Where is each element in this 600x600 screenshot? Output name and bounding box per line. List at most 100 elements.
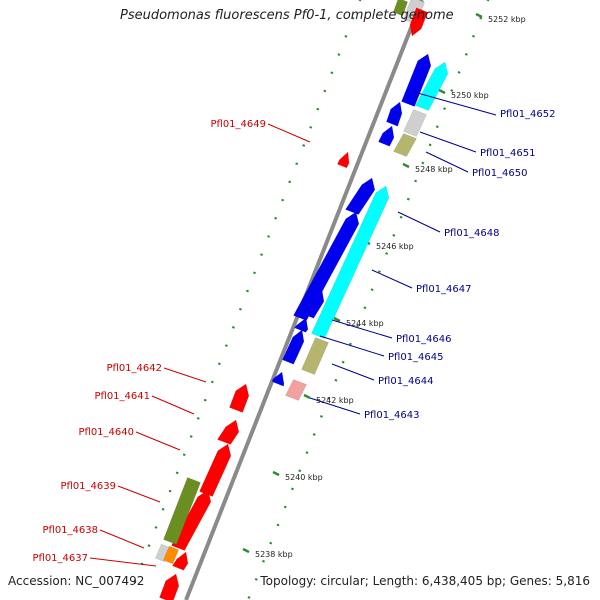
leader-line [267,123,311,143]
leader-line [135,431,181,451]
gene-4637-red [172,551,189,571]
gene-label-pfl01_4643[interactable]: Pfl01_4643 [364,410,420,421]
tick-dot [161,507,165,511]
gene-4646-blue [302,289,325,319]
kbp-tick-label: 5244 kbp [346,319,384,328]
gene-4643-pink [285,379,307,401]
tick-dot [276,523,280,527]
leader-line [319,335,385,357]
kbp-tick-label: 5250 kbp [451,91,489,100]
tick-dot [312,433,316,436]
tick-dot [421,161,425,165]
tick-dot [414,179,418,183]
gene-labels[interactable]: Pfl01_4652 Pfl01_4651 Pfl01_4650 Pfl01_4648… [32,91,556,567]
leader-line [309,397,361,415]
tick-dot [302,144,306,147]
tick-dot [133,580,137,584]
tick-dot [238,307,242,311]
tick-dot [316,107,320,111]
gene-label-pfl01_4649[interactable]: Pfl01_4649 [210,119,266,130]
tick-dot [254,577,258,581]
gene-4651-grey [403,109,427,137]
kbp-tick-label: 5246 kbp [376,242,414,251]
kbp-tick-mark [272,470,280,477]
tick-dot [356,324,360,328]
gene-4650-olive [393,133,417,157]
gene-top-red [409,7,428,37]
tick-dot [298,469,302,473]
gene-label-pfl01_4646[interactable]: Pfl01_4646 [396,334,452,345]
tick-dot [486,0,490,2]
leader-line [89,557,157,567]
outer-tick-rail [247,0,490,599]
kbp-tick-label: 5242 kbp [316,396,354,405]
tick-dot [196,416,200,420]
tick-dot [377,270,381,273]
gene-label-pfl01_4638[interactable]: Pfl01_4638 [42,525,98,536]
tick-dot [435,125,439,129]
gene-label-pfl01_4640[interactable]: Pfl01_4640 [78,427,134,438]
kbp-tick-mark [333,316,341,323]
tick-dot [147,544,151,547]
tick-dot [217,362,221,366]
tick-dot [245,289,249,293]
gene-4650-blue [378,125,395,147]
leader-line [413,91,497,116]
tick-dot [392,233,396,237]
tick-dot [330,71,334,75]
tick-dot [450,89,454,92]
gene-4639-green [163,477,201,545]
gene-label-pfl01_4650[interactable]: Pfl01_4650 [472,168,528,179]
gene-4646-blue-small [293,317,309,333]
tick-dot [327,396,331,400]
tick-dot [168,489,172,493]
tick-dot [428,143,432,147]
inner-tick-rail [133,0,362,584]
kbp-tick-label: 5252 kbp [488,15,526,24]
tick-dot [472,34,476,38]
tick-dot [182,453,186,457]
kbp-tick-mark [303,393,311,400]
gene-4645-blue [282,329,305,365]
gene-4652-cyan [415,61,449,111]
gene-label-pfl01_4637[interactable]: Pfl01_4637 [32,553,88,564]
tick-dot [260,253,264,256]
tick-dot [295,162,299,166]
tick-dot [281,198,285,202]
tick-dot [189,435,193,438]
gene-label-pfl01_4652[interactable]: Pfl01_4652 [500,109,556,120]
tick-dot [323,89,327,93]
gene-4648-blue [345,177,376,215]
tick-dot [283,505,287,509]
gene-label-pfl01_4639[interactable]: Pfl01_4639 [60,481,116,492]
tick-dot [341,360,345,364]
tick-dot [231,326,235,329]
gene-label-pfl01_4648[interactable]: Pfl01_4648 [444,228,500,239]
gene-label-pfl01_4651[interactable]: Pfl01_4651 [480,148,536,159]
kbp-tick-mark [438,88,446,95]
leader-line [371,269,413,289]
tick-dot [363,306,367,310]
leader-line [151,395,195,415]
tick-dot [406,197,410,201]
gene-label-pfl01_4641[interactable]: Pfl01_4641 [94,391,150,402]
gene-label-pfl01_4647[interactable]: Pfl01_4647 [416,284,472,295]
gene-label-pfl01_4645[interactable]: Pfl01_4645 [388,352,444,363]
gene-label-pfl01_4642[interactable]: Pfl01_4642 [106,363,162,374]
tick-dot [154,526,158,529]
kbp-tick-label: 5240 kbp [285,473,323,482]
leader-line [117,485,161,503]
gene-4649-red [337,151,350,169]
gene-4638-orange [163,545,179,565]
gene-label-pfl01_4644[interactable]: Pfl01_4644 [378,376,434,387]
tick-dot [344,35,348,38]
gene-4640-red [199,443,232,497]
tick-dot [337,53,341,56]
gene-4643-blue [272,371,285,387]
tick-dot [319,415,323,418]
gene-4651-blue [386,101,403,127]
tick-dot [464,52,468,56]
tick-dot [247,596,251,599]
tick-dot [175,471,179,475]
